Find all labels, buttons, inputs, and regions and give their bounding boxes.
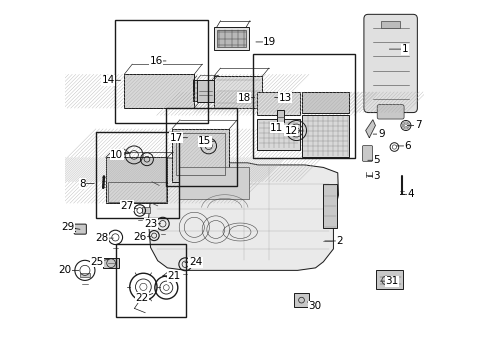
Text: 15: 15 xyxy=(198,136,214,146)
Text: 27: 27 xyxy=(120,201,137,211)
Bar xyxy=(197,80,214,102)
FancyBboxPatch shape xyxy=(376,105,403,119)
Bar xyxy=(380,21,400,28)
Text: 3: 3 xyxy=(367,171,380,181)
Bar xyxy=(96,132,179,218)
FancyBboxPatch shape xyxy=(362,145,372,161)
Bar xyxy=(214,76,262,108)
Bar xyxy=(217,30,246,47)
Text: 26: 26 xyxy=(133,232,150,242)
Polygon shape xyxy=(148,158,338,270)
Bar xyxy=(179,167,249,199)
Bar xyxy=(142,207,150,213)
Text: 9: 9 xyxy=(372,129,384,139)
Bar xyxy=(253,54,354,158)
Bar xyxy=(105,157,167,203)
Bar xyxy=(80,273,90,277)
Text: 7: 7 xyxy=(407,121,421,130)
Text: 10: 10 xyxy=(110,150,130,160)
Bar xyxy=(193,80,211,101)
Bar xyxy=(301,116,348,157)
Bar xyxy=(172,129,229,182)
Bar xyxy=(107,182,165,202)
Text: 18: 18 xyxy=(237,93,254,103)
Bar xyxy=(214,27,249,50)
Text: 12: 12 xyxy=(284,126,302,136)
Bar xyxy=(323,184,336,228)
Text: 2: 2 xyxy=(324,236,342,246)
Bar xyxy=(115,21,207,123)
FancyBboxPatch shape xyxy=(363,14,416,113)
Bar xyxy=(376,270,403,289)
Text: 8: 8 xyxy=(79,179,94,189)
Text: 17: 17 xyxy=(169,133,187,143)
Bar xyxy=(166,108,236,186)
Text: 31: 31 xyxy=(380,276,398,286)
Text: 30: 30 xyxy=(307,301,321,311)
Text: 11: 11 xyxy=(269,123,287,132)
Bar xyxy=(301,92,348,113)
Text: 14: 14 xyxy=(101,75,120,85)
Text: 19: 19 xyxy=(255,37,276,47)
Polygon shape xyxy=(365,120,375,138)
Bar xyxy=(277,111,284,122)
Text: 1: 1 xyxy=(388,44,407,54)
Bar xyxy=(124,74,194,108)
Bar xyxy=(293,293,308,307)
Text: 4: 4 xyxy=(401,189,413,199)
Text: 16: 16 xyxy=(149,56,165,66)
Text: 6: 6 xyxy=(396,141,410,151)
Bar xyxy=(176,133,224,175)
Bar xyxy=(257,92,300,116)
Text: 25: 25 xyxy=(90,257,108,267)
Text: 13: 13 xyxy=(274,93,291,103)
Text: 29: 29 xyxy=(61,222,80,232)
Bar xyxy=(257,119,300,149)
Text: 5: 5 xyxy=(367,155,380,165)
Bar xyxy=(116,244,186,317)
Bar xyxy=(103,258,119,268)
Text: 22: 22 xyxy=(135,293,153,303)
Text: 28: 28 xyxy=(96,233,113,243)
Text: 20: 20 xyxy=(59,265,79,275)
Text: 24: 24 xyxy=(184,257,202,267)
Text: 21: 21 xyxy=(163,271,180,281)
FancyBboxPatch shape xyxy=(74,224,86,234)
Text: 23: 23 xyxy=(144,219,160,229)
